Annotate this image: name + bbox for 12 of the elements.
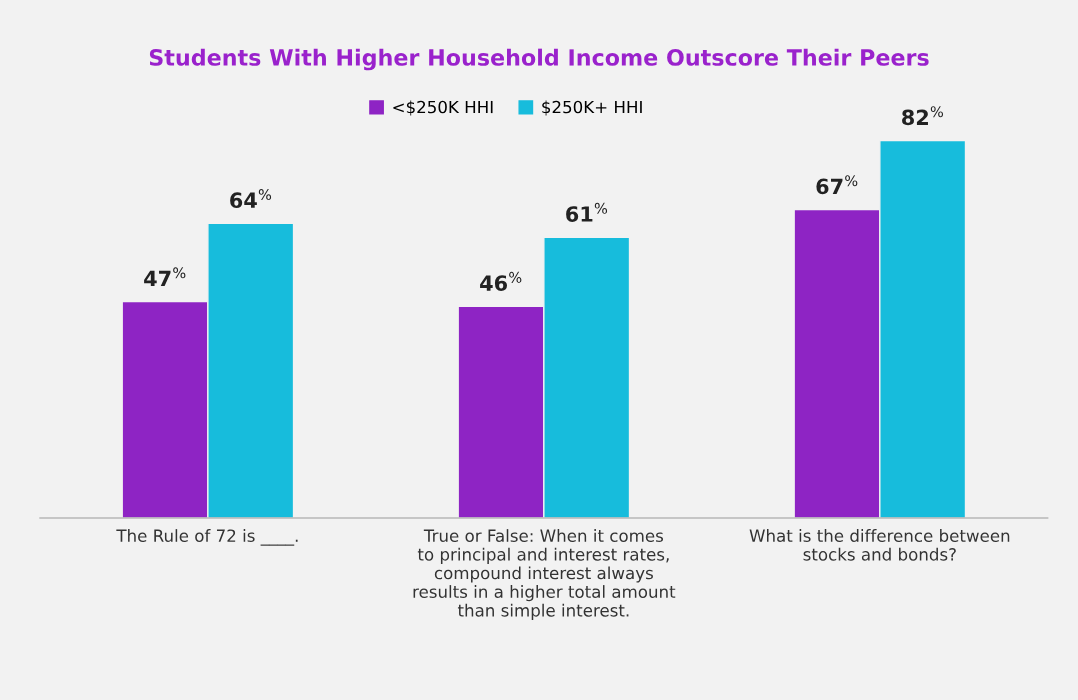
data-label: 46$^{%}$ <box>480 271 522 291</box>
data-label: 61$^{%}$ <box>566 202 608 222</box>
legend-label: <$250K HHI <box>393 100 493 116</box>
data-label: 64$^{%}$ <box>230 189 272 209</box>
data-label: 82$^{%}$ <box>902 106 944 126</box>
legend-label: $250K+ HHI <box>542 100 642 116</box>
x-tick-label: True or False: When it comes to principal and interest rates, compound interest always results in a higher total amount than simple interest. <box>413 529 676 620</box>
x-tick-label: The Rule of 72 is ____. <box>116 529 298 546</box>
chart-title: Students With Higher Household Income Outscore Their Peers <box>149 48 929 71</box>
data-label: 47$^{%}$ <box>144 267 186 287</box>
x-tick-label: What is the difference between stocks and bonds? <box>749 529 1010 561</box>
data-label: 67$^{%}$ <box>816 175 858 195</box>
